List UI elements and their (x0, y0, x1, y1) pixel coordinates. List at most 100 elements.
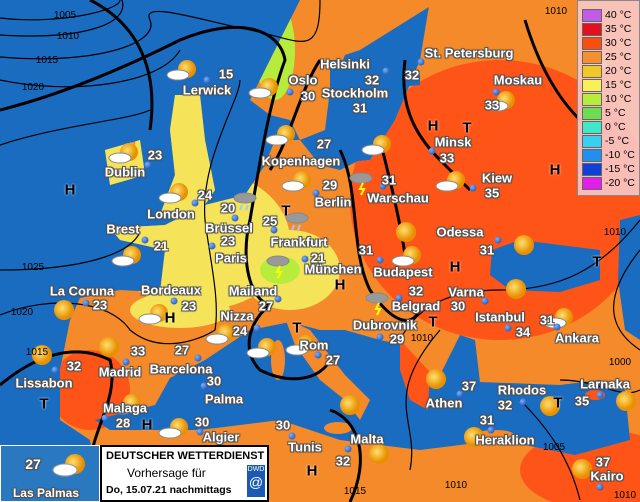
city-temperature: 33 (484, 97, 500, 113)
city-temperature: 32 (408, 283, 424, 299)
weather-fronts (0, 0, 582, 502)
legend-swatch (582, 65, 602, 78)
city-marker (376, 333, 384, 341)
low-pressure-marker: T (553, 394, 563, 412)
city-marker (274, 295, 282, 303)
city-marker (379, 182, 387, 190)
city-temperature: 25 (262, 213, 278, 229)
city-temperature: 23 (220, 233, 236, 249)
sun-icon (572, 459, 592, 479)
isobar-label: 1010 (613, 490, 637, 501)
city-name: Madrid (98, 364, 142, 380)
city-name: Odessa (436, 224, 484, 240)
legend-label: -5 °C (605, 135, 630, 147)
isobar-label: 1010 (603, 227, 627, 238)
city-temperature: 27 (174, 342, 190, 358)
city-marker (200, 382, 208, 390)
city-marker (231, 214, 239, 222)
city-temperature: 30 (275, 417, 291, 433)
partly-cloudy-icon (391, 246, 421, 267)
partly-cloudy-icon (108, 143, 138, 164)
city-name: Heraklion (475, 432, 535, 448)
legend-label: 20 °C (605, 65, 632, 77)
partly-cloudy-icon (138, 304, 168, 325)
city-marker (492, 88, 500, 96)
sun-icon (32, 345, 52, 365)
legend-label: -10 °C (605, 149, 635, 161)
city-marker (82, 299, 90, 307)
city-temperature: 29 (322, 177, 338, 193)
seas (95, 60, 640, 455)
city-temperature: 21 (153, 238, 169, 254)
city-name: Algier (202, 429, 240, 445)
partly-cloudy-icon (158, 183, 188, 204)
city-name: Malta (350, 431, 384, 447)
low-pressure-marker: T (428, 313, 438, 331)
city-temperature: 32 (404, 67, 420, 83)
city-marker (270, 226, 278, 234)
sun-icon (616, 391, 636, 411)
legend-label: 35 °C (605, 23, 632, 35)
city-temperature: 23 (92, 297, 108, 313)
las-palmas-inset: 27 Las Palmas (0, 445, 100, 502)
isobar-label: 1010 (444, 480, 468, 491)
city-temperature: 32 (335, 453, 351, 469)
city-name: Mailand (228, 283, 278, 299)
city-name: Barcelona (149, 361, 213, 377)
city-name: Frankfurt (270, 234, 328, 250)
isobar-label: 1010 (544, 6, 568, 17)
partly-cloudy-icon (111, 246, 141, 267)
legend-label: 40 °C (605, 9, 632, 21)
city-temperature: 28 (115, 415, 131, 431)
partly-cloudy-icon (435, 171, 465, 192)
city-marker (504, 324, 512, 332)
legend-label: 30 °C (605, 37, 632, 49)
city-marker (344, 445, 352, 453)
legend-swatch (582, 9, 602, 22)
city-temperature: 27 (258, 298, 274, 314)
city-marker (395, 294, 403, 302)
city-name: Moskau (493, 72, 543, 88)
rain-icon (233, 192, 257, 211)
city-name: Malaga (102, 400, 148, 416)
city-marker (191, 199, 199, 207)
legend-label: 10 °C (605, 93, 632, 105)
city-marker (286, 88, 294, 96)
sun-icon (99, 337, 119, 357)
low-pressure-marker: T (39, 395, 49, 413)
city-name: Stockholm (321, 85, 389, 101)
city-marker (203, 76, 211, 84)
city-name: Minsk (434, 134, 472, 150)
city-marker (382, 67, 390, 75)
city-temperature: 29 (389, 331, 405, 347)
city-temperature: 23 (181, 298, 197, 314)
city-name: Rom (299, 337, 329, 353)
legend-swatch (582, 93, 602, 106)
city-marker (208, 242, 216, 250)
legend-swatch (582, 107, 602, 120)
city-temperature: 24 (232, 323, 248, 339)
city-marker (596, 483, 604, 491)
city-name: London (147, 206, 195, 222)
partly-cloudy-icon (281, 171, 311, 192)
city-name: Ankara (554, 330, 600, 346)
city-name: München (304, 261, 362, 277)
sun-icon (54, 300, 74, 320)
partly-cloudy-icon (205, 324, 235, 345)
sun-icon (369, 444, 389, 464)
city-name: Oslo (288, 72, 318, 88)
city-name: Larnaka (580, 376, 630, 392)
city-marker (101, 414, 109, 422)
sun-icon (340, 395, 360, 415)
city-name: Kiew (481, 170, 513, 186)
city-temperature: 30 (206, 373, 222, 389)
city-name: Lerwick (182, 82, 232, 98)
legend-label: -20 °C (605, 177, 635, 189)
partly-cloudy-icon (111, 394, 141, 415)
city-marker (481, 297, 489, 305)
partly-cloudy-icon (166, 60, 196, 81)
high-pressure-marker: H (164, 309, 176, 327)
legend-label: 25 °C (605, 51, 632, 63)
city-marker (553, 323, 561, 331)
